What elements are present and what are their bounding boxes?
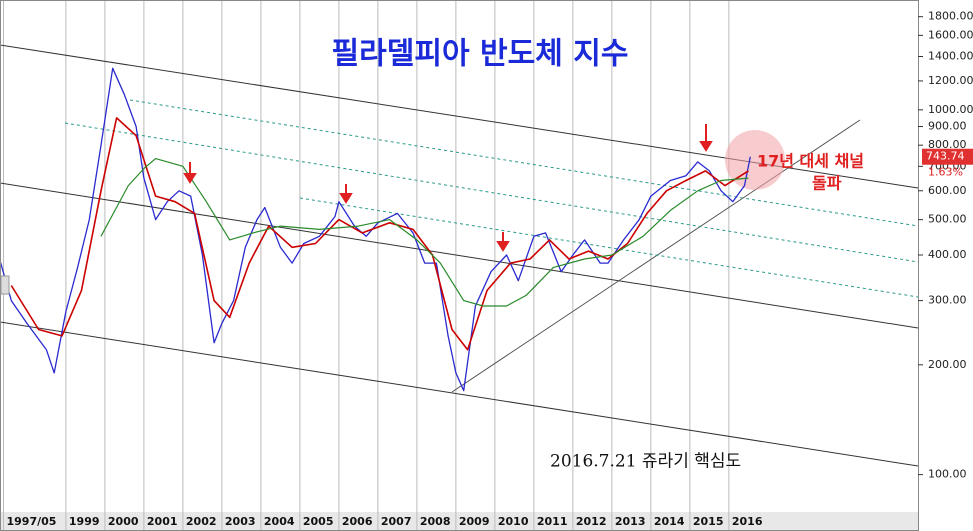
x-tick-label: 2008 xyxy=(420,515,451,528)
x-tick-label: 2009 xyxy=(459,515,490,528)
channel-bottom xyxy=(0,321,919,467)
y-tick-label: 500.00 xyxy=(928,213,967,226)
annotation: 2016.7.21 쥬라기 핵심도 xyxy=(550,452,741,472)
x-tick-label: 2006 xyxy=(342,515,373,528)
x-tick-label: 1997/05 xyxy=(7,515,57,528)
y-tick-label: 800.00 xyxy=(928,138,967,151)
x-axis-band xyxy=(0,512,918,531)
y-tick-label: 300.00 xyxy=(928,294,967,307)
dotted-line xyxy=(299,197,919,298)
y-tick-label: 200.00 xyxy=(928,358,967,371)
y-tick-label: 600.00 xyxy=(928,184,967,197)
arrow-head xyxy=(183,173,197,184)
annotation: 17년 대세 채널 xyxy=(757,152,864,171)
x-tick-label: 2011 xyxy=(537,515,568,528)
y-tick-label: 1200.00 xyxy=(928,74,973,87)
x-tick-label: 2007 xyxy=(381,515,412,528)
series xyxy=(0,67,751,392)
series-line xyxy=(100,158,749,307)
arrow-head xyxy=(339,193,353,204)
series-line xyxy=(10,117,749,351)
y-tick-label: 1600.00 xyxy=(928,28,973,41)
x-tick-label: 2005 xyxy=(303,515,334,528)
change-label: 1.63% xyxy=(928,166,963,179)
arrow-head xyxy=(699,141,713,152)
x-tick-label: 1999 xyxy=(69,515,100,528)
arrows xyxy=(183,124,713,252)
x-tick-label: 2015 xyxy=(693,515,724,528)
x-tick-label: 2002 xyxy=(186,515,217,528)
y-tick-label: 1000.00 xyxy=(928,103,973,116)
x-tick-label: 2001 xyxy=(147,515,178,528)
x-tick-label: 2012 xyxy=(576,515,607,528)
y-tick-label: 1800.00 xyxy=(928,10,973,23)
x-tick-label: 2016 xyxy=(732,515,763,528)
dotted-lines xyxy=(64,99,919,298)
dotted-line xyxy=(129,99,919,227)
x-tick-label: 2000 xyxy=(108,515,139,528)
y-tick-label: 400.00 xyxy=(928,248,967,261)
y-tick-label: 1400.00 xyxy=(928,50,973,63)
y-tick-label: 100.00 xyxy=(928,468,967,481)
last-value-box xyxy=(922,148,973,165)
dotted-line xyxy=(64,122,919,263)
highlight-circle xyxy=(725,130,785,190)
grid xyxy=(3,0,730,531)
y-tick-label: 900.00 xyxy=(928,120,967,133)
last-value-label: 743.74 xyxy=(926,150,965,163)
channel-mid xyxy=(0,182,919,329)
x-tick-label: 2003 xyxy=(225,515,256,528)
chart-title: 필라델피아 반도체 지수 xyxy=(332,37,629,72)
rising-trend xyxy=(451,119,861,393)
arrow-head xyxy=(496,241,510,252)
x-tick-label: 2004 xyxy=(264,515,295,528)
annotation: 돌파 xyxy=(812,174,842,193)
scroll-handle[interactable] xyxy=(0,275,10,295)
x-tick-label: 2013 xyxy=(615,515,646,528)
x-tick-label: 2014 xyxy=(654,515,685,528)
x-tick-label: 2010 xyxy=(498,515,529,528)
